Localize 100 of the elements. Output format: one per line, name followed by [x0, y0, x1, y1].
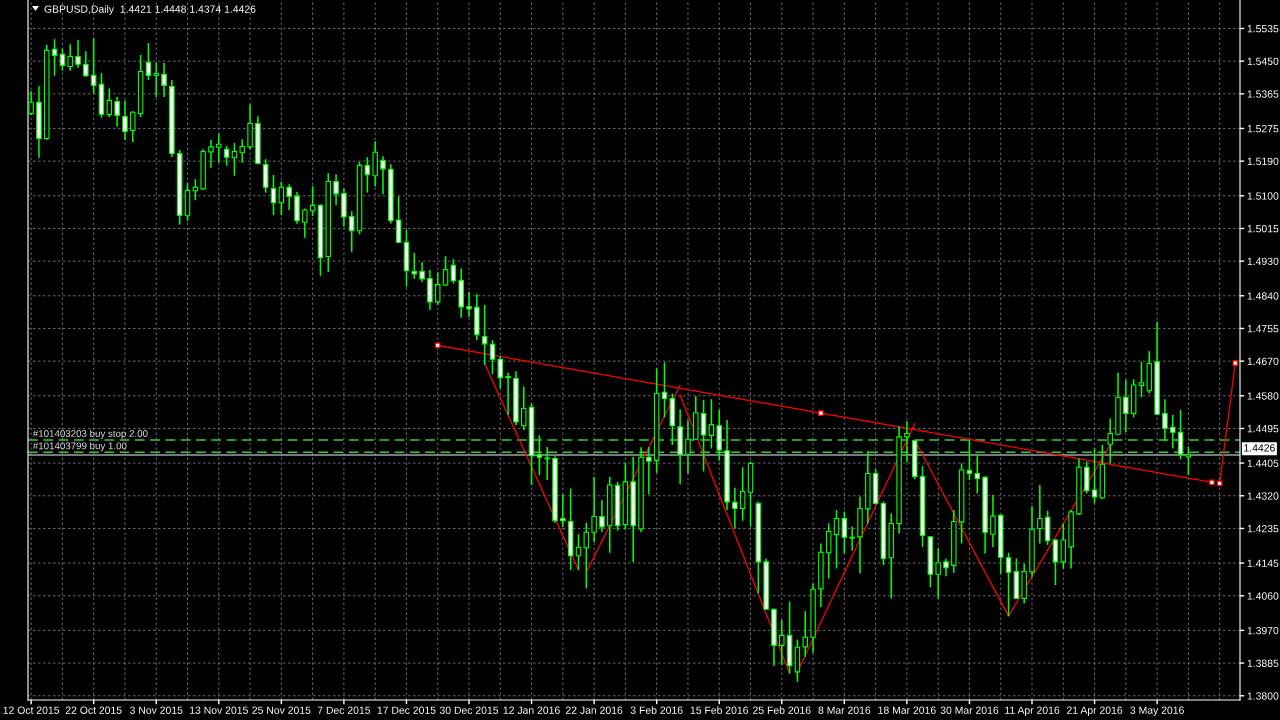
candlestick [1083, 460, 1090, 495]
candlestick [935, 547, 941, 600]
candlestick [434, 271, 441, 306]
candlestick [262, 158, 269, 194]
candlestick [583, 521, 590, 590]
candlestick [497, 355, 504, 390]
candlestick [216, 132, 222, 164]
y-tick-label: 1.3970 [1247, 626, 1279, 635]
candlestick [286, 183, 292, 211]
candlestick [974, 454, 981, 495]
candlestick [348, 210, 355, 253]
x-tick-label: 11 Apr 2016 [1005, 706, 1060, 716]
candlestick [708, 398, 715, 450]
candlestick [802, 610, 808, 658]
y-tick-label: 1.4235 [1247, 524, 1279, 533]
candlestick [90, 37, 97, 95]
candlestick [732, 486, 738, 530]
candlestick [849, 525, 855, 552]
candlestick [411, 251, 418, 280]
candlestick [419, 261, 425, 283]
candlestick [1177, 409, 1184, 460]
candlestick [270, 174, 277, 216]
candlestick [1162, 398, 1168, 442]
y-tick-label: 1.5015 [1247, 224, 1279, 233]
chart-title: GBPUSD,Daily 1.4421 1.4448 1.4374 1.4426 [44, 5, 256, 15]
candlestick [333, 173, 339, 206]
candlestick [489, 339, 496, 375]
y-tick-label: 1.5190 [1247, 157, 1279, 166]
candlestick [1138, 361, 1145, 399]
x-tick-label: 17 Dec 2015 [377, 706, 436, 714]
candlestick [833, 509, 840, 570]
candlestick [161, 62, 167, 98]
candlestick [427, 269, 433, 311]
point [1216, 480, 1223, 487]
ref-line-label: 1.4426 [1244, 444, 1275, 452]
x-tick-label: 30 Dec 2015 [439, 706, 499, 714]
candlestick [700, 399, 707, 473]
x-tick-label: 25 Feb 2016 [753, 706, 811, 714]
candlestick [59, 47, 66, 72]
candlestick [779, 619, 785, 666]
candlestick [521, 385, 527, 431]
y-tick-label: 1.4060 [1247, 592, 1279, 600]
y-tick-label: 1.4670 [1247, 357, 1279, 366]
candlestick [904, 420, 910, 463]
y-tick-label: 1.5450 [1247, 57, 1279, 66]
point [818, 410, 824, 416]
point [434, 342, 441, 349]
candlestick [153, 61, 159, 98]
candlestick [841, 510, 848, 555]
candlestick [231, 142, 238, 177]
x-tick-label: 25 Nov 2015 [252, 706, 311, 714]
candlestick [536, 434, 543, 476]
x-tick-label: 8 Mar 2016 [818, 706, 871, 714]
candlestick [560, 493, 566, 528]
candlestick [1060, 522, 1067, 570]
candlestick [114, 96, 120, 128]
candlestick [145, 42, 152, 81]
candlestick [380, 155, 386, 195]
y-tick-label: 1.4320 [1247, 492, 1279, 500]
candlestick [505, 371, 511, 416]
candlestick [51, 38, 58, 77]
candlestick [1170, 414, 1176, 450]
candlestick [466, 291, 472, 318]
candlestick [544, 446, 550, 481]
x-tick-label: 12 Jan 2016 [503, 706, 560, 714]
y-tick-label: 1.5100 [1247, 192, 1279, 200]
candlestick [591, 476, 597, 543]
candlestick [1044, 510, 1051, 546]
candlestick [278, 180, 285, 216]
x-tick-label: 12 Oct 2015 [3, 706, 60, 714]
y-tick-label: 1.4495 [1247, 424, 1279, 433]
candlestick [685, 419, 691, 475]
candlestick [1005, 551, 1012, 617]
point [1232, 360, 1239, 366]
candlestick [825, 522, 832, 580]
candlestick [67, 43, 73, 72]
x-tick-label: 13 Nov 2015 [190, 706, 248, 714]
candlestick [106, 87, 113, 118]
candlestick [247, 103, 253, 150]
candlestick [450, 258, 457, 285]
candlestick [341, 187, 347, 228]
candlestick [661, 361, 668, 419]
candlestick [1052, 538, 1059, 586]
candlestick [372, 140, 378, 188]
y-tick-label: 1.4755 [1247, 325, 1279, 333]
candlestick [302, 207, 308, 239]
y-tick-label: 1.3885 [1247, 659, 1279, 667]
x-tick-label: 7 Dec 2015 [317, 706, 371, 714]
x-tick-label: 3 Feb 2016 [630, 706, 683, 714]
candlestick [442, 255, 449, 287]
candlestick [239, 138, 245, 164]
candlestick [990, 494, 996, 548]
ref-line-label: #101403203 buy stop 2.00 [32, 429, 148, 439]
point [1209, 479, 1215, 486]
y-tick-label: 1.5275 [1247, 124, 1279, 133]
candlestick [966, 439, 973, 481]
y-tick-label: 1.5365 [1247, 90, 1279, 98]
candlestick [1091, 447, 1098, 505]
candlestick [130, 110, 136, 143]
x-tick-label: 22 Oct 2015 [65, 706, 122, 714]
